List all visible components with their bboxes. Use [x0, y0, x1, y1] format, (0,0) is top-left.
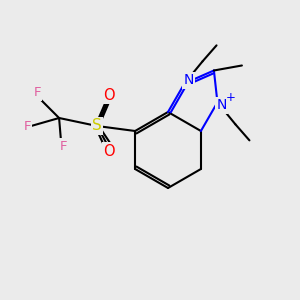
Text: S: S [92, 118, 102, 134]
Text: N: N [216, 98, 226, 112]
Text: N: N [183, 74, 194, 87]
Text: O: O [103, 88, 115, 103]
Text: F: F [33, 86, 41, 100]
Text: +: + [226, 91, 236, 104]
Text: F: F [23, 119, 31, 133]
Text: O: O [103, 143, 115, 158]
Text: F: F [59, 140, 67, 152]
